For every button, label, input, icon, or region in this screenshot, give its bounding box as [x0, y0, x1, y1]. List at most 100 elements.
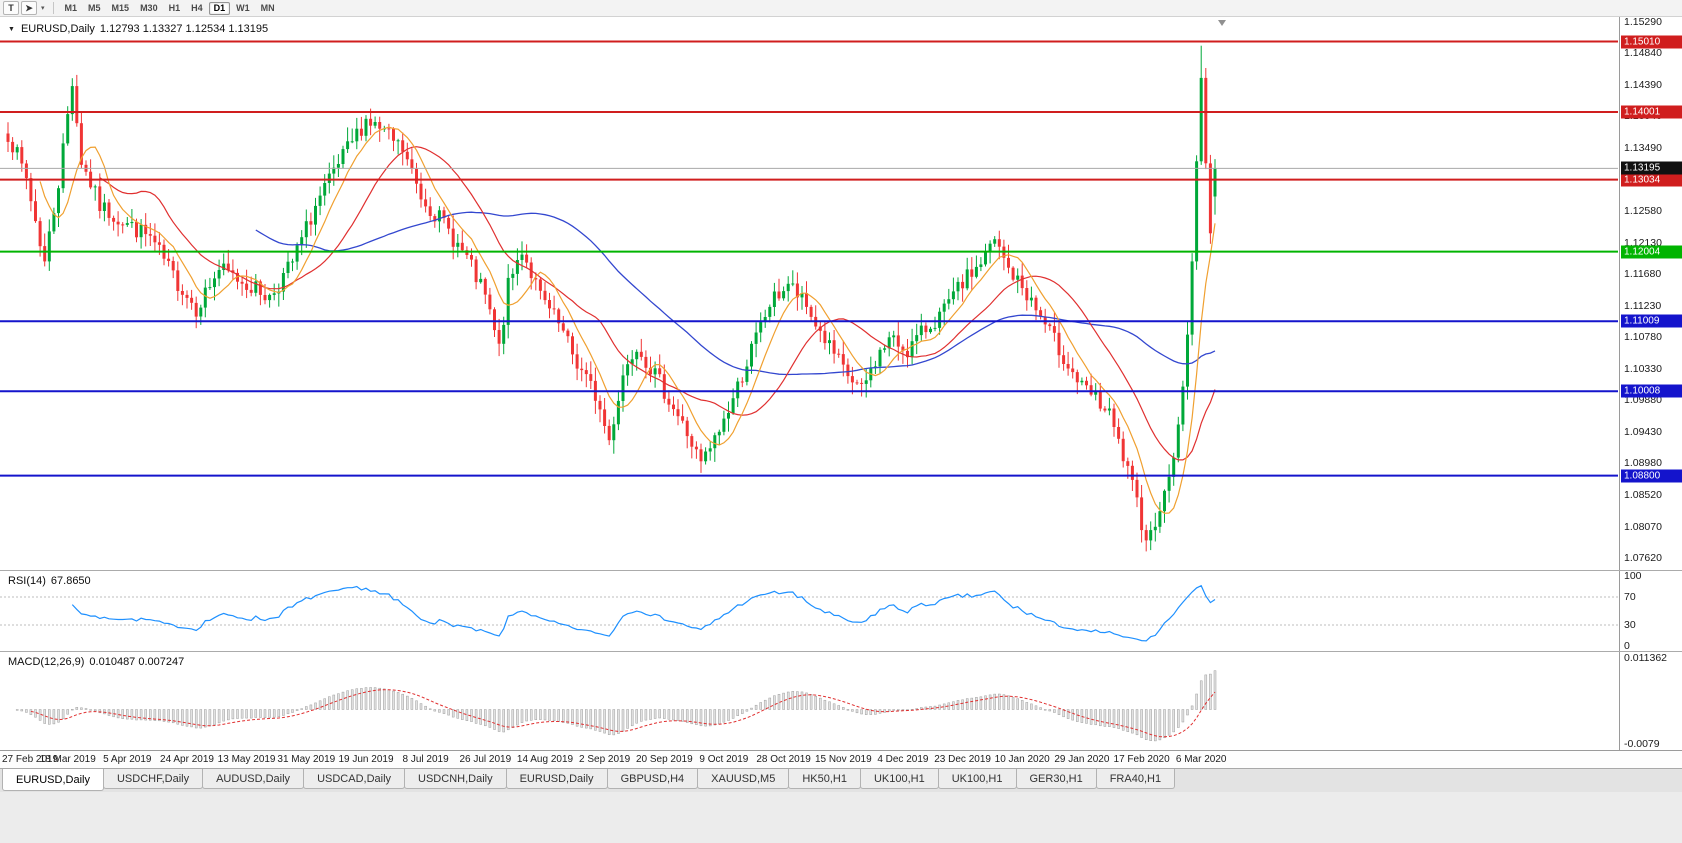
- rsi-axis-label: 100: [1624, 570, 1642, 582]
- timeframe-m5-button[interactable]: M5: [88, 3, 101, 13]
- text-tool-button[interactable]: T: [3, 1, 19, 15]
- level-price-badge: 1.12004: [1621, 245, 1682, 259]
- chart-tab-fra40-h1[interactable]: FRA40,H1: [1095, 769, 1176, 789]
- price-axis[interactable]: 0.011362 -0.0079 1.15290 1.14840 1.14390 1.…: [1619, 15, 1682, 750]
- date-axis-label: 29 Jan 2020: [1054, 754, 1110, 765]
- status-strip: [0, 792, 1682, 843]
- chart-tab-ger30-h1[interactable]: GER30,H1: [1015, 769, 1097, 789]
- price-axis-label: 1.13490: [1624, 141, 1662, 154]
- cursor-icon: ➤: [25, 2, 33, 13]
- date-axis-label: 27 Feb 2019: [2, 754, 59, 765]
- chart-tab-uk100-h1[interactable]: UK100,H1: [937, 769, 1017, 789]
- level-price-badge: 1.10008: [1621, 384, 1682, 398]
- macd-axis-max-label: 0.011362: [1624, 652, 1668, 664]
- pane-splitter-rsi-macd[interactable]: [0, 651, 1682, 652]
- date-axis-label: 20 Sep 2019: [635, 754, 693, 765]
- price-axis-label: 1.08980: [1624, 457, 1662, 469]
- date-axis-label: 6 Mar 2020: [1175, 754, 1227, 765]
- level-price-badge: 1.08800: [1621, 469, 1682, 483]
- price-axis-label: 1.10780: [1624, 331, 1662, 344]
- date-axis-label: 8 Jul 2019: [402, 754, 449, 765]
- toolbar-separator: [52, 2, 54, 14]
- tool-dropdown-caret[interactable]: ▾: [41, 5, 45, 12]
- rsi-axis-label: 70: [1624, 591, 1636, 603]
- date-axis-label: 23 Dec 2019: [934, 754, 991, 765]
- price-axis-label: 1.14390: [1624, 78, 1662, 91]
- macd-pane: [0, 652, 1619, 750]
- date-axis-label: 9 Oct 2019: [699, 754, 749, 765]
- price-axis-label: 1.09430: [1624, 425, 1662, 438]
- date-axis-label: 24 Apr 2019: [160, 754, 214, 765]
- timeframe-buttons: M1 M5 M15 M30 H1 H4 D1 W1 MN: [60, 1, 280, 15]
- pane-splitter-main-rsi[interactable]: [0, 570, 1682, 571]
- chart-tab-usdcnh-daily[interactable]: USDCNH,Daily: [404, 769, 507, 789]
- date-axis-label: 4 Dec 2019: [877, 754, 929, 765]
- level-price-badge: 1.14001: [1621, 105, 1682, 119]
- date-axis-label: 15 Nov 2019: [814, 754, 872, 765]
- price-axis-label: 1.14840: [1624, 47, 1662, 60]
- price-axis-label: 1.11230: [1624, 299, 1662, 312]
- timeframe-m30-button[interactable]: M30: [140, 3, 158, 13]
- rsi-indicator-label: RSI(14): [8, 575, 46, 587]
- date-axis-label: 18 Mar 2019: [39, 754, 96, 765]
- date-axis-label: 17 Feb 2020: [1113, 754, 1170, 765]
- level-price-badge: 1.11009: [1621, 314, 1682, 328]
- macd-indicator-label: MACD(12,26,9): [8, 656, 85, 668]
- chart-context-caret-icon[interactable]: ▼: [8, 25, 15, 33]
- chart-symbol-header: ▼ EURUSD,Daily 1.12793 1.13327 1.12534 1…: [8, 23, 268, 35]
- chart-tab-eurusd-daily[interactable]: EURUSD,Daily: [2, 769, 104, 791]
- current-price-badge: 1.13195: [1621, 161, 1682, 175]
- rsi-value: 67.8650: [50, 575, 91, 587]
- price-axis-label: 1.10330: [1624, 362, 1662, 375]
- rsi-canvas[interactable]: [0, 571, 1619, 651]
- cursor-tool-button[interactable]: ➤: [21, 1, 37, 15]
- chart-tab-hk50-h1[interactable]: HK50,H1: [788, 769, 861, 789]
- timeframe-w1-button[interactable]: W1: [236, 3, 250, 13]
- date-axis[interactable]: 27 Feb 2019 18 Mar 2019 5 Apr 2019 24 Apr 2…: [0, 750, 1682, 768]
- date-axis-label: 28 Oct 2019: [756, 754, 811, 765]
- date-axis-label: 19 Jun 2019: [338, 754, 394, 765]
- timeframe-m15-button[interactable]: M15: [111, 3, 130, 13]
- macd-values: 0.010487 0.007247: [89, 656, 185, 668]
- timeframe-h1-button[interactable]: H1: [168, 3, 181, 13]
- price-axis-label: 1.07620: [1624, 552, 1662, 565]
- chart-tabbar: EURUSD,Daily USDCHF,Daily AUDUSD,Daily USDC…: [0, 768, 1682, 792]
- price-axis-label: 1.08520: [1624, 489, 1662, 502]
- date-axis-label: 14 Aug 2019: [516, 754, 574, 765]
- price-axis-label: 1.15290: [1624, 15, 1662, 28]
- chart-tab-usdchf-daily[interactable]: USDCHF,Daily: [102, 769, 204, 789]
- chart-tab-eurusd-daily[interactable]: EURUSD,Daily: [505, 769, 608, 789]
- macd-axis-min-label: -0.0079: [1624, 738, 1660, 750]
- macd-canvas[interactable]: [0, 652, 1619, 750]
- timeframe-m1-button[interactable]: M1: [64, 3, 78, 13]
- level-price-badge: 1.13034: [1621, 173, 1682, 187]
- price-axis-label: 1.12580: [1624, 205, 1662, 218]
- chart-tab-usdcad-daily[interactable]: USDCAD,Daily: [303, 769, 406, 789]
- rsi-axis-label: 30: [1624, 619, 1636, 631]
- date-axis-label: 13 May 2019: [217, 754, 276, 765]
- main-chart-canvas[interactable]: [0, 17, 1619, 570]
- timeframe-h4-button[interactable]: H4: [191, 3, 203, 13]
- chart-ohlc-quote: 1.12793 1.13327 1.12534 1.13195: [99, 23, 269, 35]
- chart-tab-audusd-daily[interactable]: AUDUSD,Daily: [202, 769, 305, 789]
- macd-header: MACD(12,26,9) 0.010487 0.007247: [8, 656, 184, 668]
- toolbar: T ➤ ▾ M1 M5 M15 M30 H1 H4 D1 W1 MN: [0, 0, 1682, 17]
- price-axis-label: 1.11680: [1624, 268, 1662, 281]
- date-axis-label: 26 Jul 2019: [459, 754, 512, 765]
- level-price-badge: 1.15010: [1621, 35, 1682, 48]
- rsi-pane: [0, 571, 1619, 651]
- timeframe-d1-button[interactable]: D1: [208, 1, 231, 15]
- date-axis-label: 10 Jan 2020: [994, 754, 1050, 765]
- date-axis-label: 31 May 2019: [277, 754, 336, 765]
- price-axis-label: 1.08070: [1624, 520, 1662, 533]
- rsi-header: RSI(14) 67.8650: [8, 575, 91, 587]
- date-axis-label: 2 Sep 2019: [579, 754, 631, 765]
- timeframe-mn-button[interactable]: MN: [260, 3, 275, 13]
- chart-tab-xauusd-m5[interactable]: XAUUSD,M5: [697, 769, 790, 789]
- date-axis-label: 5 Apr 2019: [103, 754, 152, 765]
- chart-tab-uk100-h1[interactable]: UK100,H1: [859, 769, 939, 789]
- chart-tab-gbpusd-h4[interactable]: GBPUSD,H4: [606, 769, 699, 789]
- chart-symbol-label: EURUSD,Daily: [20, 23, 95, 35]
- rsi-axis-label: 0: [1624, 640, 1630, 652]
